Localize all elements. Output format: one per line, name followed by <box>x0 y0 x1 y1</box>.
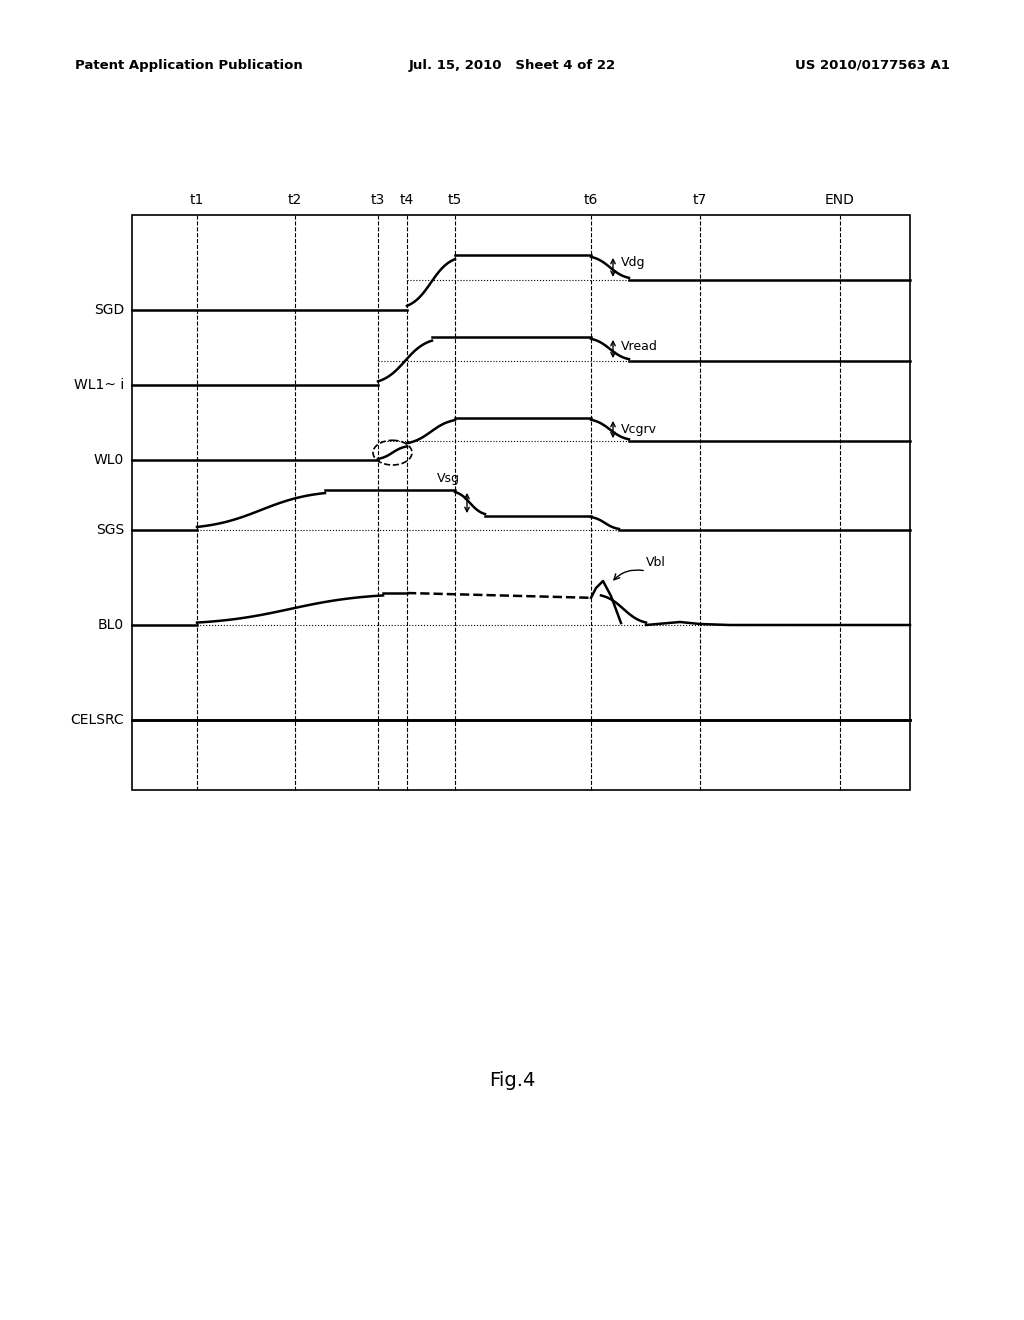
Text: t3: t3 <box>371 193 385 207</box>
Text: Fig.4: Fig.4 <box>488 1071 536 1089</box>
Text: Vdg: Vdg <box>621 256 645 269</box>
Bar <box>132 215 910 789</box>
Text: t6: t6 <box>584 193 598 207</box>
Text: Jul. 15, 2010   Sheet 4 of 22: Jul. 15, 2010 Sheet 4 of 22 <box>409 58 615 71</box>
Text: t7: t7 <box>693 193 708 207</box>
Text: SGS: SGS <box>96 523 124 537</box>
Text: t2: t2 <box>288 193 302 207</box>
Text: CELSRC: CELSRC <box>71 713 124 727</box>
Text: t4: t4 <box>400 193 414 207</box>
Text: WL0: WL0 <box>94 453 124 467</box>
Text: Vread: Vread <box>621 339 657 352</box>
Text: WL1~ i: WL1~ i <box>74 378 124 392</box>
Text: END: END <box>825 193 855 207</box>
Text: US 2010/0177563 A1: US 2010/0177563 A1 <box>795 58 950 71</box>
Text: t1: t1 <box>189 193 204 207</box>
Text: t5: t5 <box>447 193 462 207</box>
Text: SGD: SGD <box>94 304 124 317</box>
Text: Vsg: Vsg <box>437 473 460 484</box>
Text: Vbl: Vbl <box>646 557 666 569</box>
Text: Patent Application Publication: Patent Application Publication <box>75 58 303 71</box>
Text: BL0: BL0 <box>98 618 124 632</box>
Text: Vcgrv: Vcgrv <box>621 422 657 436</box>
